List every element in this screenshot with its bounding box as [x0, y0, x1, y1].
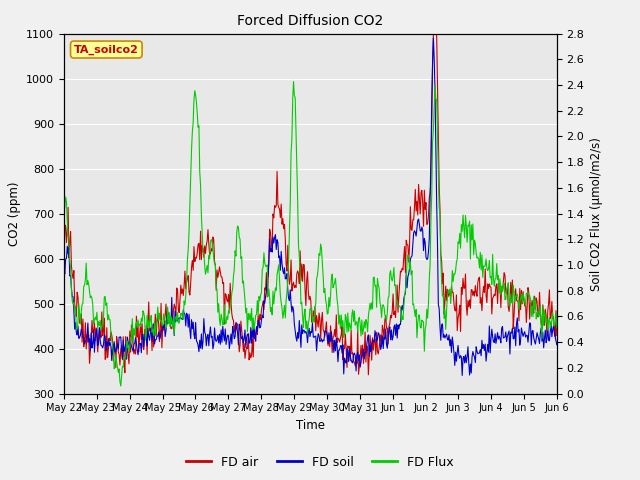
X-axis label: Time: Time — [296, 419, 325, 432]
Y-axis label: Soil CO2 Flux (μmol/m2/s): Soil CO2 Flux (μmol/m2/s) — [590, 137, 603, 290]
Text: TA_soilco2: TA_soilco2 — [74, 44, 139, 55]
Legend: FD air, FD soil, FD Flux: FD air, FD soil, FD Flux — [181, 451, 459, 474]
Y-axis label: CO2 (ppm): CO2 (ppm) — [8, 181, 20, 246]
Title: Forced Diffusion CO2: Forced Diffusion CO2 — [237, 14, 383, 28]
